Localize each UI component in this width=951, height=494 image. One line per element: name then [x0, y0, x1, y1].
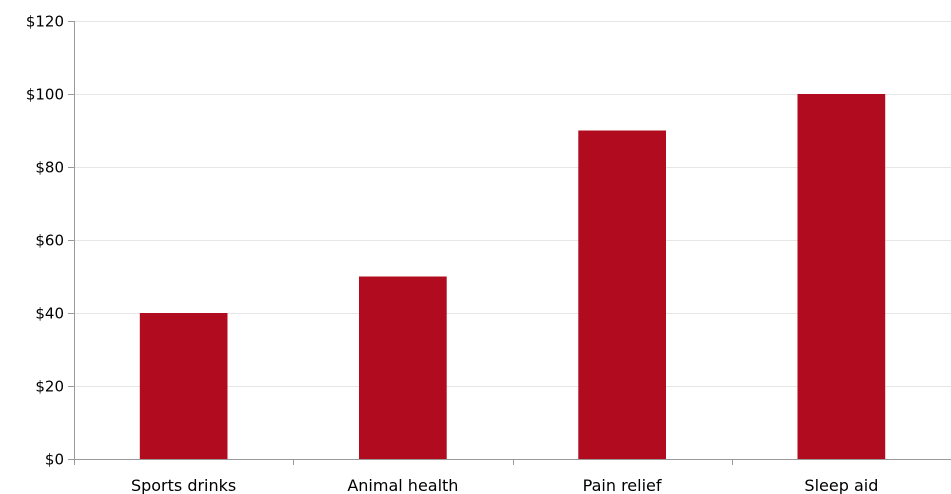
- axes: [74, 21, 951, 460]
- x-tick-label-sleep-aid: Sleep aid: [804, 476, 878, 494]
- bar-sleep-aid: [797, 94, 886, 459]
- bars: [139, 94, 886, 459]
- x-tick-label-sports-drinks: Sports drinks: [131, 476, 236, 494]
- y-tick-label-0: $0: [45, 451, 64, 469]
- y-tick-label-100: $100: [26, 86, 64, 104]
- y-tick-label-60: $60: [35, 232, 64, 250]
- bar-animal-health: [359, 276, 447, 459]
- bar-sports-drinks: [139, 313, 228, 459]
- bar-pain-relief: [578, 130, 666, 459]
- x-axis-ticks: [74, 459, 733, 465]
- y-axis-ticks: $0 $20 $40 $60 $80 $100 $120: [26, 13, 74, 469]
- x-tick-label-pain-relief: Pain relief: [583, 476, 662, 494]
- x-tick-label-animal-health: Animal health: [347, 476, 458, 494]
- x-axis-labels: Sports drinks Animal health Pain relief Sle…: [131, 476, 878, 494]
- y-tick-label-40: $40: [35, 305, 64, 323]
- y-tick-label-80: $80: [35, 159, 64, 177]
- y-tick-label-120: $120: [26, 13, 64, 31]
- y-tick-label-20: $20: [35, 378, 64, 396]
